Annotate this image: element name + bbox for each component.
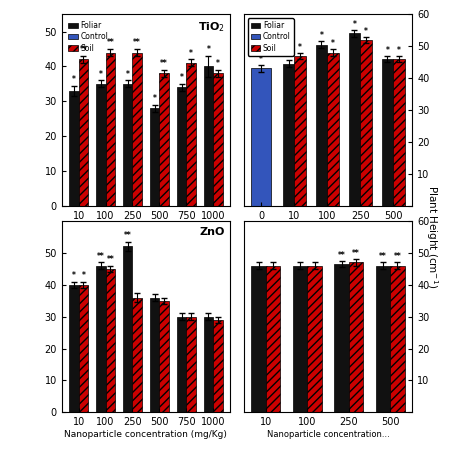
Bar: [79, 285, 88, 412]
Bar: [79, 59, 88, 206]
X-axis label: Nanoparticle concentration (mg/Kg): Nanoparticle concentration (mg/Kg): [64, 430, 228, 439]
Text: *: *: [207, 45, 210, 54]
Bar: [123, 246, 133, 412]
Bar: [133, 298, 142, 412]
Bar: [69, 91, 79, 206]
Bar: [327, 53, 339, 206]
Text: Plant Height (cm$^{-1}$): Plant Height (cm$^{-1}$): [424, 185, 440, 289]
Text: **: **: [80, 45, 87, 54]
Bar: [106, 269, 115, 412]
Text: *: *: [287, 51, 291, 60]
Legend: Foliar, Control, Soil: Foliar, Control, Soil: [247, 18, 294, 56]
Text: **: **: [393, 253, 401, 262]
Text: **: **: [352, 249, 360, 258]
Bar: [177, 317, 186, 412]
Text: **: **: [337, 251, 346, 260]
Text: *: *: [82, 271, 85, 280]
Text: *: *: [331, 39, 335, 48]
Bar: [283, 64, 294, 206]
Bar: [251, 68, 271, 206]
Bar: [69, 285, 79, 412]
Text: *: *: [72, 271, 76, 280]
Text: **: **: [97, 252, 105, 261]
Bar: [393, 59, 405, 206]
Text: *: *: [353, 20, 356, 29]
Bar: [96, 84, 106, 206]
Bar: [266, 265, 281, 412]
Bar: [177, 87, 186, 206]
Bar: [390, 265, 405, 412]
X-axis label: Nanoparticle concentration...: Nanoparticle concentration...: [267, 430, 390, 439]
Text: **: **: [107, 38, 114, 47]
Text: *: *: [189, 49, 193, 58]
Text: *: *: [72, 75, 76, 84]
Bar: [334, 264, 349, 412]
Bar: [204, 66, 213, 206]
Text: *: *: [126, 70, 130, 79]
Bar: [96, 265, 106, 412]
Text: *: *: [99, 70, 103, 79]
Bar: [307, 265, 322, 412]
Text: *: *: [259, 55, 263, 64]
Bar: [382, 59, 393, 206]
Bar: [186, 317, 196, 412]
Bar: [204, 317, 213, 412]
Bar: [159, 73, 169, 206]
Text: *: *: [319, 31, 323, 40]
Text: *: *: [216, 59, 220, 68]
Bar: [316, 45, 327, 206]
Text: **: **: [107, 255, 114, 264]
Bar: [349, 33, 360, 206]
Text: **: **: [133, 38, 141, 47]
Legend: Foliar, Control, Soil: Foliar, Control, Soil: [65, 18, 112, 56]
Bar: [213, 73, 223, 206]
Text: *: *: [397, 46, 401, 55]
Bar: [293, 265, 307, 412]
Text: **: **: [124, 231, 132, 240]
Text: *: *: [180, 73, 183, 82]
Bar: [376, 265, 390, 412]
Bar: [150, 298, 159, 412]
Text: *: *: [153, 94, 156, 103]
Bar: [213, 320, 223, 412]
Bar: [106, 53, 115, 206]
Bar: [186, 63, 196, 206]
Text: **: **: [379, 253, 387, 262]
Bar: [159, 301, 169, 412]
Text: *: *: [385, 46, 389, 55]
Text: TiO$_2$: TiO$_2$: [198, 20, 225, 34]
Text: *: *: [364, 27, 368, 36]
Bar: [349, 263, 363, 412]
Bar: [123, 84, 133, 206]
Bar: [360, 40, 372, 206]
Bar: [294, 56, 306, 206]
Text: *: *: [298, 43, 302, 52]
Text: **: **: [160, 59, 168, 68]
Text: ZnO: ZnO: [200, 227, 225, 237]
Bar: [251, 265, 266, 412]
Bar: [150, 108, 159, 206]
Bar: [133, 53, 142, 206]
